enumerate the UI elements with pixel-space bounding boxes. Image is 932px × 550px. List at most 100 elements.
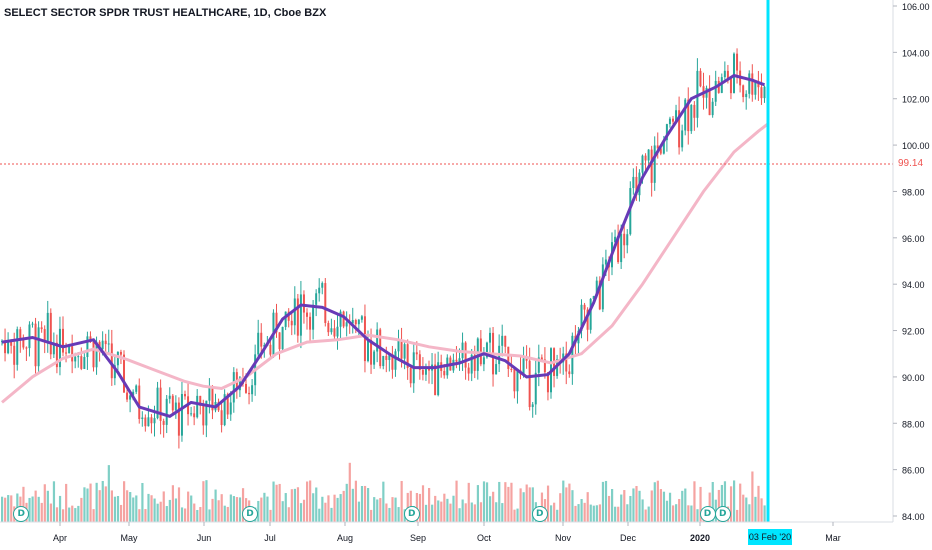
candle-body xyxy=(367,339,369,362)
candle-body xyxy=(260,332,263,347)
candle-body xyxy=(601,264,604,310)
candle-body xyxy=(40,327,43,330)
candle-body xyxy=(632,176,635,189)
candle-body xyxy=(43,329,46,343)
volume-bar xyxy=(589,504,592,522)
candle-body xyxy=(68,346,71,354)
candle-body xyxy=(693,104,696,118)
candle-body xyxy=(107,343,110,345)
volume-bar xyxy=(241,488,245,522)
candle-body xyxy=(342,311,345,327)
candle-body xyxy=(144,417,147,427)
dividend-marker-icon[interactable]: D xyxy=(13,506,30,522)
candle-body xyxy=(653,145,656,183)
candle-body xyxy=(421,369,424,375)
volume-bar xyxy=(614,506,617,522)
volume-bar xyxy=(162,491,165,522)
volume-bar xyxy=(418,493,422,522)
candle-body xyxy=(665,124,668,141)
time-tick-label: Mar xyxy=(825,533,841,543)
time-tick-label: Oct xyxy=(477,533,492,543)
volume-bar xyxy=(312,493,315,522)
candle-body xyxy=(208,385,211,401)
volume-bar xyxy=(275,484,278,522)
volume-bar xyxy=(382,481,385,522)
candle-body xyxy=(156,387,159,419)
dividend-marker-icon[interactable]: D xyxy=(714,506,731,522)
candle-body xyxy=(525,358,528,361)
candle-body xyxy=(745,93,748,98)
volume-bar xyxy=(95,482,98,522)
time-tick-label: Sep xyxy=(410,533,426,543)
candle-body xyxy=(678,110,681,148)
dividend-marker-icon[interactable]: D xyxy=(699,506,716,522)
volume-bar xyxy=(235,497,239,522)
candle-body xyxy=(458,358,461,362)
candle-body xyxy=(232,372,235,403)
candle-body xyxy=(138,385,141,420)
candle-body xyxy=(373,351,376,365)
volume-bar xyxy=(461,499,464,522)
volume-bar xyxy=(690,505,693,522)
candle-body xyxy=(251,385,254,395)
time-tick-label: 2020 xyxy=(690,533,710,543)
candle-body xyxy=(708,87,711,116)
volume-bar xyxy=(281,501,284,522)
dividend-marker-icon[interactable]: D xyxy=(242,506,259,522)
candle-body xyxy=(434,364,437,396)
volume-bar xyxy=(729,486,733,522)
price-tick-label: 84.00 xyxy=(902,512,925,522)
volume-bar xyxy=(601,481,605,522)
candle-body xyxy=(46,312,49,343)
volume-bar xyxy=(306,481,309,522)
candle-body xyxy=(543,359,546,373)
volume-bar xyxy=(339,494,342,522)
candle-body xyxy=(360,316,363,320)
dividend-marker-icon[interactable]: D xyxy=(403,506,420,522)
volume-bar xyxy=(446,498,449,522)
candle-body xyxy=(293,298,296,326)
dividend-marker-icon[interactable]: D xyxy=(531,506,548,522)
volume-bar xyxy=(165,506,168,522)
volume-bar xyxy=(129,492,132,522)
candle-body xyxy=(760,87,763,99)
volume-bar xyxy=(687,505,690,522)
volume-bar xyxy=(132,497,135,522)
volume-bar xyxy=(373,497,376,522)
price-tick-label: 94.00 xyxy=(902,280,925,290)
volume-bar xyxy=(556,509,559,522)
candle-body xyxy=(77,356,80,358)
volume-bar xyxy=(641,499,644,522)
volume-bar xyxy=(376,499,379,522)
volume-bar xyxy=(107,465,110,522)
candle-body xyxy=(443,370,446,376)
volume-bar xyxy=(498,481,501,522)
volume-bar xyxy=(675,504,678,522)
candle-body xyxy=(37,327,40,367)
volume-bar xyxy=(324,502,327,522)
volume-bar xyxy=(644,509,647,522)
volume-bar xyxy=(1,496,4,522)
volume-bar xyxy=(156,503,159,522)
volume-bar xyxy=(754,496,757,522)
volume-bar xyxy=(71,505,74,522)
volume-bar xyxy=(733,480,736,522)
volume-bar xyxy=(562,480,565,522)
price-tick-label: 86.00 xyxy=(902,466,925,476)
volume-bar xyxy=(354,480,357,522)
candle-body xyxy=(135,385,138,392)
candle-body xyxy=(598,280,601,310)
candle-body xyxy=(723,70,726,78)
candle-body xyxy=(141,417,144,420)
candle-body xyxy=(211,385,214,411)
candle-body xyxy=(123,354,125,393)
candle-body xyxy=(382,355,385,367)
volume-bar xyxy=(574,505,577,522)
time-tick-label: Nov xyxy=(555,533,572,543)
candle-body xyxy=(336,326,339,337)
volume-bar xyxy=(196,509,199,522)
volume-bar xyxy=(598,504,601,522)
candle-body xyxy=(415,352,418,355)
candle-body xyxy=(470,354,473,374)
